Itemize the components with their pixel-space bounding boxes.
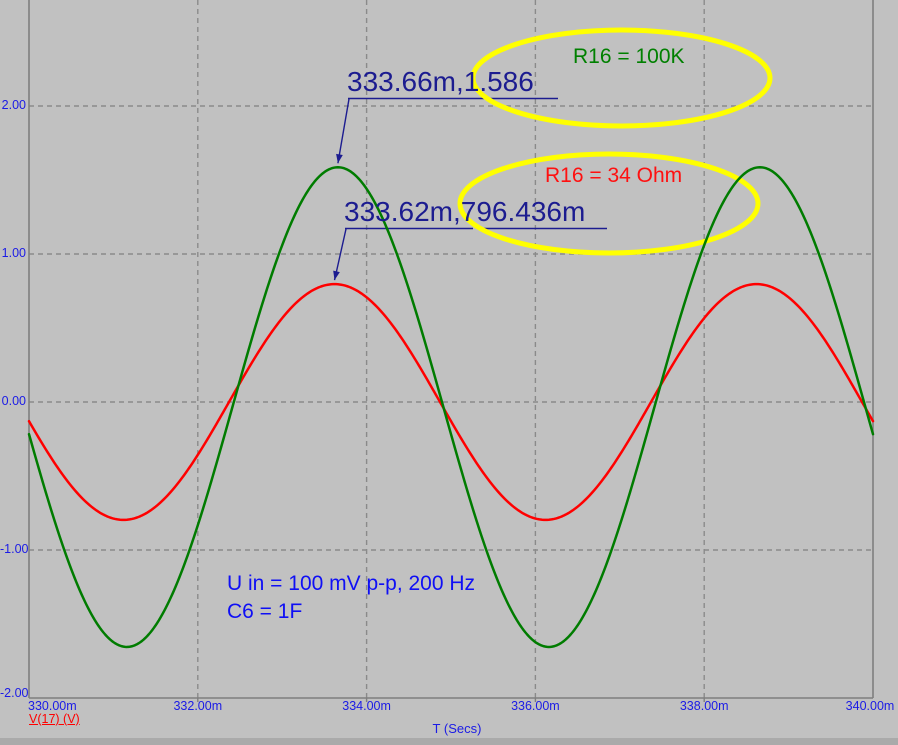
cursor-tag-green-peak[interactable]: 333.66m,1.586 <box>347 66 534 97</box>
stimulus-note-line1: U in = 100 mV p-p, 200 Hz <box>227 572 476 595</box>
cursor-leader-green <box>337 98 350 164</box>
y-tick-label: 1.00 <box>1 246 26 260</box>
y-tick-label: 0.00 <box>1 394 26 408</box>
cursor-leader-green-arrowhead <box>336 153 343 164</box>
x-tick-label: 338.00m <box>679 699 729 713</box>
highlight-ellipse-100k[interactable] <box>470 27 773 129</box>
trace-expression-label[interactable]: V(17) (V) <box>29 712 80 726</box>
callout-r16-34ohm[interactable]: R16 = 34 Ohm <box>545 164 683 187</box>
bottom-strip <box>0 738 898 745</box>
stimulus-note[interactable]: U in = 100 mV p-p, 200 Hz C6 = 1F <box>227 570 475 626</box>
y-tick-label: -1.00 <box>0 542 29 556</box>
cursor-leader-red-arrowhead <box>333 270 340 281</box>
y-tick-label: 2.00 <box>1 98 26 112</box>
x-tick-label: 336.00m <box>511 699 560 713</box>
cursor-tag-red-peak[interactable]: 333.62m,796.436m <box>344 196 586 227</box>
x-axis-title: T (Secs) <box>432 721 482 736</box>
highlight-ellipse-34ohm[interactable] <box>457 151 761 256</box>
x-tick-label: 334.00m <box>342 699 391 713</box>
y-tick-label: -2.00 <box>0 686 29 700</box>
callout-r16-100k[interactable]: R16 = 100K <box>573 45 685 68</box>
stimulus-note-line2: C6 = 1F <box>227 600 303 623</box>
x-tick-label: 330.00m <box>28 699 77 713</box>
trace-r16-100k[interactable] <box>27 166 875 649</box>
x-tick-label: 332.00m <box>173 699 223 713</box>
x-tick-label: 340.00m <box>845 699 895 713</box>
trace-r16-34ohm[interactable] <box>27 282 875 522</box>
